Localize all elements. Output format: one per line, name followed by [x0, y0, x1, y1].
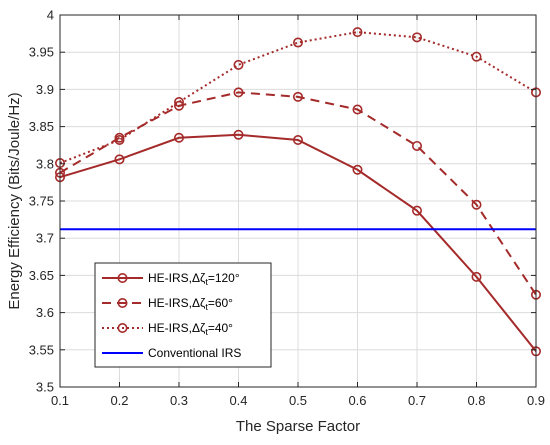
- x-tick-label: 0.9: [527, 393, 545, 408]
- legend-box: [94, 262, 272, 368]
- plot-series: [54, 27, 541, 357]
- x-tick-label: 0.8: [467, 393, 485, 408]
- series-3-point: [471, 51, 482, 62]
- series-line-2: [59, 91, 537, 296]
- x-tick-label: 0.4: [229, 393, 247, 408]
- series-1-point: [174, 132, 185, 143]
- series-1-point: [352, 164, 363, 175]
- legend-swatch-marker: [117, 272, 128, 283]
- series-2-point: [174, 100, 185, 111]
- y-tick-label: 3.55: [29, 342, 54, 357]
- y-tick-label: 3.5: [36, 380, 54, 395]
- series-2-point: [411, 140, 422, 151]
- series-3-point: [411, 32, 422, 43]
- series-3-point: [352, 27, 363, 38]
- series-3-point: [174, 97, 185, 108]
- series-2-point: [352, 104, 363, 115]
- legend: HE-IRS,Δζt=120° HE-IRS,Δζt=60° HE-IRS,Δζt=…: [94, 262, 272, 368]
- series-3-point: [114, 134, 125, 145]
- x-tick-label: 0.2: [110, 393, 128, 408]
- y-axis-title: Energy Efficiency (Bits/Joule/Hz): [6, 92, 23, 309]
- x-tick-label: 0.3: [170, 393, 188, 408]
- y-tick-label: 4: [47, 8, 54, 23]
- x-tick-label: 0.5: [289, 393, 307, 408]
- y-tick-label: 3.95: [29, 45, 54, 60]
- y-tick-label: 3.75: [29, 194, 54, 209]
- y-tick-label: 3.65: [29, 268, 54, 283]
- series-3-point: [292, 37, 303, 48]
- x-tick-label: 0.7: [408, 393, 426, 408]
- x-tick-label: 0.6: [348, 393, 366, 408]
- series-2-point: [233, 87, 244, 98]
- x-tick-label: 0.1: [51, 393, 69, 408]
- y-tick-label: 3.7: [36, 231, 54, 246]
- series-1-point: [233, 129, 244, 140]
- series-1-point: [471, 271, 482, 282]
- y-tick-label: 3.85: [29, 119, 54, 134]
- series-1-point: [411, 205, 422, 216]
- series-2-point: [471, 199, 482, 210]
- x-axis-title: The Sparse Factor: [236, 418, 360, 435]
- series-1-point: [114, 154, 125, 165]
- legend-swatch-marker: [117, 297, 128, 308]
- series-3-point: [233, 59, 244, 70]
- legend-label: HE-IRS,Δζt=60°: [148, 296, 233, 312]
- series-1-point: [292, 134, 303, 145]
- series-line-1: [59, 133, 537, 352]
- legend-label: HE-IRS,Δζt=120°: [148, 271, 240, 287]
- legend-label: Conventional IRS: [148, 346, 241, 360]
- series-2-point: [292, 91, 303, 102]
- legend-swatch-marker: [117, 322, 128, 333]
- legend-label: HE-IRS,Δζt=40°: [148, 321, 233, 337]
- y-tick-label: 3.6: [36, 305, 54, 320]
- axis-ticks: 0.1 0.2 0.3 0.4 0.5 0.6 0.7 0.8 0.9 3.5 3.55 3.6 3.6…: [29, 8, 545, 409]
- y-tick-label: 3.9: [36, 82, 54, 97]
- y-tick-label: 3.8: [36, 156, 54, 171]
